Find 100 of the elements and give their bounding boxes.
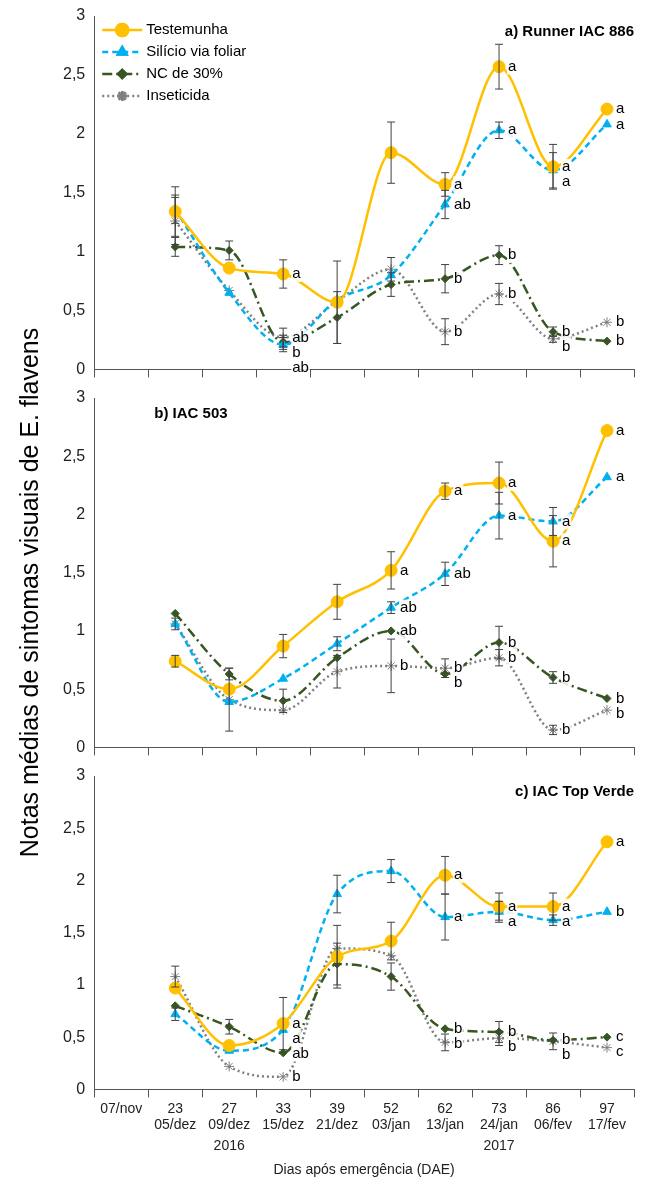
annotation: a [562, 171, 572, 189]
annotation: a [508, 473, 518, 491]
annotation: b [562, 667, 571, 685]
annotation: b [454, 268, 463, 286]
x-tick-label: 52 03/jan [372, 1099, 411, 1133]
y-tick-label: 3 [76, 6, 86, 24]
text: 2017 [483, 1136, 515, 1153]
x-tick-label: 62 13/jan [426, 1099, 465, 1133]
y-tick-label: 2,5 [62, 65, 86, 83]
annotation: b [454, 658, 463, 676]
annotation: b [454, 1033, 463, 1051]
annotation: b [562, 1045, 571, 1063]
annotation: a [562, 896, 572, 914]
annotation: a [508, 911, 518, 929]
annotation: ab [292, 327, 309, 345]
y-tick-label: 0,5 [62, 679, 86, 697]
annotation: b [616, 312, 625, 330]
annotation: c [616, 1042, 625, 1060]
annotation: a [508, 56, 518, 74]
legend-label: Silício via foliar [146, 42, 247, 60]
x-tick-label: 73 24/jan [479, 1099, 519, 1133]
y-tick-label: 0 [76, 359, 86, 377]
legend-label: Testemunha [146, 20, 229, 38]
y-tick-label: 1,5 [62, 923, 86, 941]
y-tick-label: 2,5 [62, 818, 86, 836]
annotation: b [400, 656, 409, 674]
annotation: a [562, 156, 572, 174]
x-tick-label: 23 05/dez [154, 1099, 197, 1133]
annotation: a [616, 99, 626, 117]
annotation: b [508, 1022, 517, 1040]
y-tick-label: 2,5 [62, 446, 86, 464]
annotation: b [508, 284, 517, 302]
text: a) Runner IAC 886 [504, 21, 634, 39]
y-tick-label: 3 [76, 766, 86, 784]
annotation: b [454, 1018, 463, 1036]
y-tick-label: 0 [76, 1079, 86, 1097]
annotation: a [508, 505, 518, 523]
annotation: a [454, 481, 464, 499]
x-axis-title: Dias após emergência (DAE) [273, 1160, 455, 1177]
annotation: a [562, 531, 572, 549]
annotation: a [616, 467, 626, 485]
y-tick-label: 1 [76, 242, 86, 260]
y-tick-label: 1,5 [62, 183, 86, 201]
y-tick-label: 2 [76, 504, 86, 522]
y-tick-label: 1 [76, 621, 86, 639]
x-tick-label: 07/nov [100, 1099, 143, 1116]
annotation: b [562, 321, 571, 339]
x-tick-label: 39 21/dez [316, 1099, 359, 1133]
x-tick-label: 86 06/fev [533, 1099, 573, 1133]
annotation: b [562, 720, 571, 738]
y-axis-title: Notas médias de sintomas visuais de E. flavens [15, 327, 45, 858]
annotation: b [616, 703, 625, 721]
text: c) IAC Top Verde [515, 781, 634, 799]
annotation: b [508, 245, 517, 263]
text: 2016 [213, 1136, 245, 1153]
annotation: b [508, 632, 517, 650]
annotation: b [454, 673, 463, 691]
annotation: a [562, 911, 572, 929]
annotation: ab [292, 357, 309, 375]
annotation: b [292, 342, 301, 360]
y-tick-label: 1,5 [62, 563, 86, 581]
annotation: a [616, 114, 626, 132]
annotation: a [508, 120, 518, 138]
annotation: ab [292, 1043, 309, 1061]
annotation: a [454, 907, 464, 925]
x-tick-label: 33 15/dez [262, 1099, 305, 1133]
y-tick-label: 2 [76, 124, 86, 142]
annotation: a [454, 174, 464, 192]
annotation: a [616, 831, 626, 849]
annotation: b [616, 331, 625, 349]
annotation: b [562, 1030, 571, 1048]
text: b) IAC 503 [154, 403, 228, 421]
annotation: b [508, 1037, 517, 1055]
y-tick-label: 0,5 [62, 1027, 86, 1045]
annotation: b [562, 336, 571, 354]
annotation: a [292, 264, 302, 282]
annotation: b [454, 321, 463, 339]
annotation: a [292, 1013, 302, 1031]
y-tick-label: 1 [76, 975, 86, 993]
y-tick-label: 0 [76, 737, 86, 755]
annotation: b [616, 688, 625, 706]
x-tick-label: 97 17/fev [587, 1099, 627, 1133]
annotation: b [292, 1067, 301, 1084]
annotation: ab [400, 621, 417, 639]
annotation: a [616, 420, 626, 438]
legend-label: NC de 30% [146, 64, 223, 82]
annotation: ab [454, 564, 471, 582]
annotation: c [616, 1027, 625, 1045]
annotation: b [508, 647, 517, 665]
annotation: b [616, 901, 625, 919]
annotation: a [400, 560, 410, 578]
annotation: a [292, 1028, 302, 1046]
y-tick-label: 0,5 [62, 300, 86, 318]
annotation: ab [454, 194, 471, 212]
y-tick-label: 2 [76, 870, 86, 888]
annotation: a [562, 511, 572, 529]
y-tick-label: 3 [76, 388, 86, 406]
x-tick-label: 27 09/dez [208, 1099, 251, 1133]
annotation: ab [400, 597, 417, 615]
annotation: a [508, 896, 518, 914]
